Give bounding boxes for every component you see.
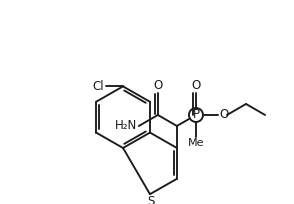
Text: H₂N: H₂N — [115, 120, 137, 132]
Text: S: S — [147, 195, 155, 204]
Circle shape — [189, 108, 203, 122]
Text: O: O — [191, 79, 201, 92]
Text: Me: Me — [188, 138, 204, 148]
Text: O: O — [219, 109, 228, 121]
Text: Cl: Cl — [92, 80, 104, 93]
Text: O: O — [153, 79, 163, 92]
Text: P: P — [193, 109, 199, 121]
